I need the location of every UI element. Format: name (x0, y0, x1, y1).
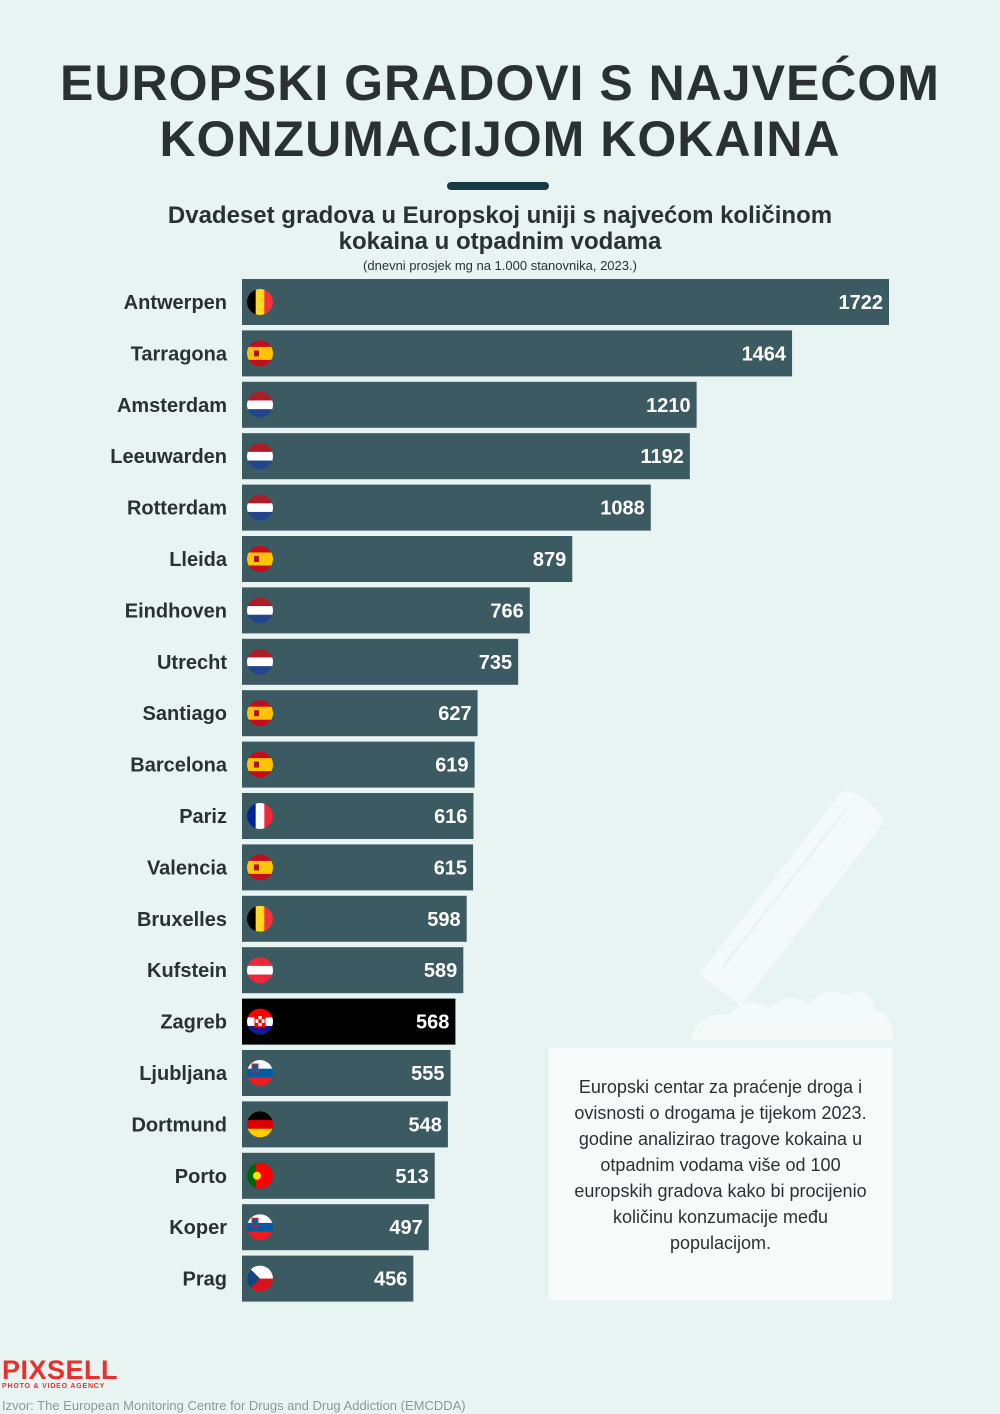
value-label: 766 (490, 600, 523, 622)
slovenia-flag-icon (247, 1060, 273, 1086)
category-label: Pariz (179, 806, 227, 828)
value-label: 616 (434, 806, 467, 828)
value-label: 1088 (600, 498, 645, 520)
value-label: 497 (389, 1217, 422, 1239)
category-label: Eindhoven (125, 600, 227, 622)
bar-amsterdam (242, 381, 697, 428)
bar-utrecht (242, 638, 519, 685)
value-label: 735 (479, 652, 512, 674)
netherlands-flag-icon (247, 391, 273, 418)
spain-flag-icon (247, 854, 273, 881)
category-label: Lleida (169, 549, 228, 571)
title-line-1: EUROPSKI GRADOVI S NAJVEĆOM (60, 55, 940, 111)
value-label: 627 (438, 703, 471, 725)
portugal-flag-icon (247, 1162, 273, 1189)
category-label: Santiago (143, 703, 227, 725)
spain-flag-icon (247, 546, 273, 572)
value-label: 1210 (646, 395, 691, 417)
spain-flag-icon (247, 700, 273, 727)
title-line-2: KONZUMACIJOM KOKAINA (159, 111, 841, 167)
category-label: Koper (169, 1217, 227, 1239)
bar-porto (242, 1152, 435, 1199)
category-label: Barcelona (130, 755, 228, 777)
netherlands-flag-icon (247, 648, 273, 675)
title-divider (447, 182, 549, 190)
subtitle-line-1: Dvadeset gradova u Europskoj uniji s naj… (167, 202, 833, 229)
bar-dortmund (242, 1101, 448, 1148)
source-note: Izvor: The European Monitoring Centre fo… (2, 1398, 466, 1413)
info-box: Europski centar za praćenje droga i ovis… (549, 1048, 892, 1300)
value-label: 1464 (742, 343, 787, 365)
bar-barcelona (242, 741, 475, 788)
netherlands-flag-icon (247, 494, 273, 521)
value-label: 548 (409, 1114, 442, 1136)
category-label: Zagreb (160, 1012, 227, 1034)
netherlands-flag-icon (247, 443, 273, 470)
czechia-flag-icon (247, 1265, 273, 1292)
bar-santiago (242, 690, 478, 737)
bar-rotterdam (242, 484, 651, 531)
category-label: Valencia (147, 857, 228, 879)
info-text: Europski centar za praćenje droga i ovis… (574, 1077, 867, 1253)
bars-group: Antwerpen 1722 Tarragona 1464 Amsterdam 1210 L… (110, 279, 889, 1302)
category-label: Antwerpen (124, 292, 227, 314)
bar-tarragona (242, 330, 793, 377)
spain-flag-icon (247, 340, 273, 367)
value-label: 1722 (839, 292, 884, 314)
value-label: 568 (416, 1012, 449, 1034)
category-label: Rotterdam (127, 498, 227, 520)
bar-zagreb (242, 998, 456, 1045)
bar-lleida (242, 536, 573, 582)
value-label: 513 (395, 1166, 428, 1188)
category-label: Amsterdam (117, 395, 227, 417)
value-label: 615 (434, 857, 467, 879)
page-title: EUROPSKI GRADOVI S NAJVEĆOM KONZUMACIJOM… (0, 55, 1000, 167)
slovenia-flag-icon (247, 1214, 273, 1241)
category-label: Dortmund (131, 1114, 227, 1136)
pixsell-logo: PIXSELL PHOTO & VIDEO AGENCY (2, 1356, 132, 1392)
value-label: 879 (533, 549, 566, 571)
category-label: Porto (175, 1166, 227, 1188)
unit-note: (dnevni prosjek mg na 1.000 stanovnika, … (363, 258, 637, 273)
category-label: Kufstein (147, 960, 227, 982)
croatia-flag-icon (247, 1008, 273, 1035)
france-flag-icon (247, 803, 273, 829)
rolled-note-illustration (690, 790, 893, 1040)
subtitle-line-2: kokaina u otpadnim vodama (338, 228, 662, 255)
bar-kufstein (242, 947, 464, 994)
category-label: Tarragona (131, 343, 228, 365)
netherlands-flag-icon (247, 597, 273, 624)
bar-koper (242, 1204, 429, 1251)
austria-flag-icon (247, 957, 273, 984)
spain-flag-icon (247, 751, 273, 778)
bar-bruxelles (242, 895, 467, 942)
category-label: Utrecht (157, 652, 227, 674)
logo-subtext: PHOTO & VIDEO AGENCY (2, 1383, 106, 1390)
value-label: 598 (427, 909, 460, 931)
bar-ljubljana (242, 1050, 451, 1096)
value-label: 1192 (640, 446, 683, 468)
belgium-flag-icon (247, 289, 273, 315)
belgium-flag-icon (247, 905, 273, 932)
bar-eindhoven (242, 587, 530, 634)
bar-valencia (242, 844, 474, 891)
chart-subtitle: Dvadeset gradova u Europskoj uniji s naj… (100, 203, 900, 255)
value-label: 456 (374, 1269, 407, 1291)
value-label: 589 (424, 960, 457, 982)
bar-pariz (242, 793, 474, 839)
category-label: Prag (183, 1269, 227, 1291)
bar-antwerpen (242, 279, 889, 325)
value-label: 619 (435, 755, 468, 777)
germany-flag-icon (247, 1111, 273, 1138)
logo-text: PIXSELL (2, 1355, 119, 1385)
bar-leeuwarden (242, 433, 690, 480)
category-label: Bruxelles (137, 909, 227, 931)
value-label: 555 (411, 1063, 444, 1085)
category-label: Leeuwarden (110, 446, 227, 468)
category-label: Ljubljana (139, 1063, 228, 1085)
